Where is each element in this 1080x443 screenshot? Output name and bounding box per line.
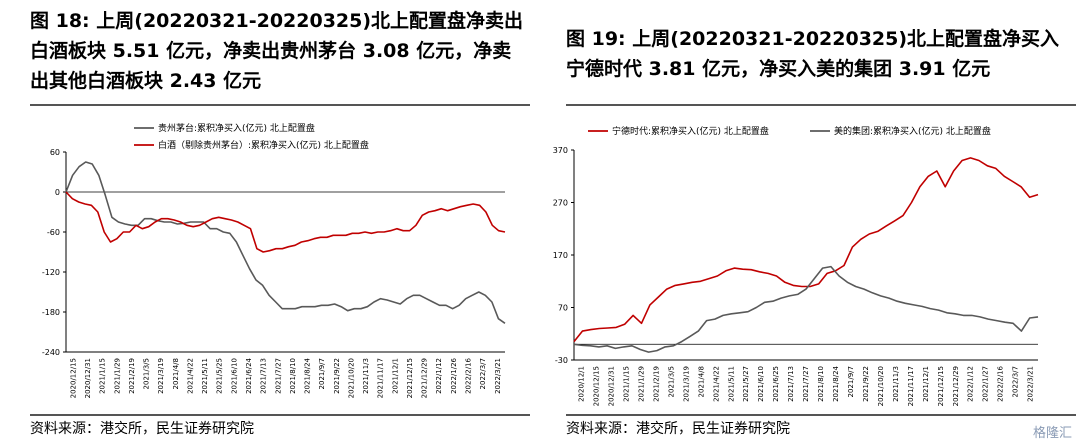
x-tick-label: 2021/12/1 <box>391 358 399 394</box>
chart-canvas: 370 270 170 70 -30 2020/12/1 2020/12/15 2020/12… <box>553 125 1039 406</box>
x-tick-label: 2021/5/27 <box>742 366 750 402</box>
x-tick-label: 2022/1/12 <box>435 358 443 394</box>
source-note: 资料来源：港交所，民生证券研究院 <box>566 421 790 437</box>
x-tick-label: 2021/5/11 <box>201 358 209 394</box>
y-tick-label: -240 <box>42 348 60 357</box>
x-tick-label: 2021/6/24 <box>245 357 253 393</box>
chart-canvas: 60 0 -60 -120 -180 -240 2020/12/15 2020/12/31 20… <box>42 122 506 398</box>
x-tick-label: 2021/4/8 <box>697 366 705 397</box>
x-tick-label: 2021/12/1 <box>922 366 930 402</box>
chart-panel-2: 图 19: 上周(20220321-20220325)北上配置盘净买入宁德时代 … <box>548 0 1080 443</box>
source-divider <box>30 414 530 416</box>
x-tick-label: 2021/3/5 <box>143 358 151 389</box>
series-line-2 <box>65 191 506 253</box>
x-tick-label: 2021/6/10 <box>230 358 238 394</box>
title-divider <box>30 104 530 106</box>
x-tick-label: 2021/3/19 <box>157 358 165 394</box>
x-tick-label: 2021/10/20 <box>877 366 885 406</box>
series-line-1 <box>65 161 506 324</box>
x-tick-label: 2021/8/10 <box>289 358 297 394</box>
x-tick-label: 2022/2/16 <box>997 365 1005 401</box>
source-divider <box>566 414 1076 416</box>
x-tick-label: 2021/4/22 <box>186 358 194 394</box>
watermark-logo: 格隆汇 <box>1032 426 1072 441</box>
x-tick-label: 2020/12/31 <box>608 366 616 406</box>
x-tick-label: 2021/11/3 <box>362 358 370 394</box>
x-tick-label: 2021/5/11 <box>727 366 735 402</box>
y-tick-label: 370 <box>553 146 568 155</box>
x-tick-label: 2020/12/31 <box>84 358 92 398</box>
x-tick-label: 2021/10/20 <box>347 358 355 398</box>
x-tick-label: 2021/12/29 <box>952 366 960 406</box>
x-tick-label: 2020/12/15 <box>593 366 601 406</box>
x-tick-label: 2021/8/24 <box>304 357 312 393</box>
x-tick-label: 2021/9/7 <box>847 366 855 397</box>
y-tick-label: 270 <box>553 199 568 208</box>
x-tick-label: 2020/12/15 <box>69 358 77 398</box>
x-tick-label: 2022/1/12 <box>967 366 975 402</box>
y-tick-label: -30 <box>555 356 568 365</box>
x-tick-label: 2021/11/3 <box>892 366 900 402</box>
x-tick-label: 2022/1/27 <box>982 366 990 402</box>
title-divider <box>566 104 1076 106</box>
chart-title: 图 18: 上周(20220321-20220325)北上配置盘净卖出白酒板块 … <box>30 10 524 92</box>
x-tick-label: 2021/11/17 <box>907 366 915 406</box>
y-tick-label: 0 <box>55 188 60 197</box>
x-tick-label: 2022/3/21 <box>494 358 502 394</box>
x-tick-label: 2022/3/7 <box>1012 366 1020 397</box>
x-tick-label: 2021/7/13 <box>260 358 268 394</box>
x-tick-label: 2021/4/22 <box>712 366 720 402</box>
x-tick-label: 2021/8/24 <box>832 365 840 401</box>
x-tick-label: 2020/12/1 <box>578 366 586 402</box>
y-tick-label: 60 <box>50 148 60 157</box>
x-tick-label: 2021/8/10 <box>817 366 825 402</box>
y-tick-label: -120 <box>42 268 60 277</box>
x-tick-label: 2021/6/10 <box>757 366 765 402</box>
x-tick-label: 2022/1/26 <box>450 357 458 393</box>
legend-label: 贵州茅台:累积净买入(亿元) 北上配置盘 <box>158 122 315 134</box>
legend-label: 白酒（剔除贵州茅台）:累积净买入(亿元) 北上配置盘 <box>158 139 369 151</box>
x-tick-label: 2021/3/19 <box>682 366 690 402</box>
x-tick-label: 2021/7/27 <box>802 366 810 402</box>
y-tick-label: 170 <box>553 251 568 260</box>
x-tick-label: 2022/3/21 <box>1027 366 1035 402</box>
legend-label: 宁德时代:累积净买入(亿元) 北上配置盘 <box>612 125 769 137</box>
source-note: 资料来源：港交所，民生证券研究院 <box>30 421 254 437</box>
x-tick-label: 2021/4/8 <box>172 358 180 389</box>
x-tick-label: 2021/9/22 <box>333 358 341 394</box>
x-tick-label: 2021/5/25 <box>216 358 224 394</box>
y-tick-label: -180 <box>42 308 60 317</box>
x-tick-label: 2021/2/19 <box>128 358 136 394</box>
x-tick-label: 2021/1/29 <box>113 358 121 394</box>
y-tick-label: 70 <box>558 304 568 313</box>
x-tick-label: 2021/12/15 <box>937 366 945 406</box>
x-tick-label: 2021/12/29 <box>421 358 429 398</box>
x-tick-label: 2022/3/7 <box>479 358 487 389</box>
x-tick-label: 2021/3/5 <box>667 366 675 397</box>
legend-label: 美的集团:累积净买入(亿元) 北上配置盘 <box>834 125 991 137</box>
chart-panel-1: 图 18: 上周(20220321-20220325)北上配置盘净卖出白酒板块 … <box>30 10 530 437</box>
x-tick-label: 2021/9/7 <box>318 358 326 389</box>
x-tick-label: 2021/9/22 <box>862 366 870 402</box>
x-tick-label: 2021/7/13 <box>787 366 795 402</box>
x-tick-label: 2021/1/15 <box>99 358 107 394</box>
series-line-2 <box>573 265 1039 353</box>
x-tick-label: 2021/2/19 <box>652 366 660 402</box>
x-tick-label: 2022/2/16 <box>465 357 473 393</box>
x-tick-label: 2021/6/25 <box>772 366 780 402</box>
x-tick-label: 2021/1/29 <box>637 366 645 402</box>
series-line-1 <box>573 157 1039 343</box>
x-tick-label: 2021/11/17 <box>377 358 385 398</box>
x-tick-label: 2021/1/15 <box>622 366 630 402</box>
y-tick-label: -60 <box>47 228 60 237</box>
chart-title: 图 19: 上周(20220321-20220325)北上配置盘净买入宁德时代 … <box>566 28 1060 80</box>
x-tick-label: 2021/7/27 <box>274 358 282 394</box>
x-tick-label: 2021/12/15 <box>406 358 414 398</box>
